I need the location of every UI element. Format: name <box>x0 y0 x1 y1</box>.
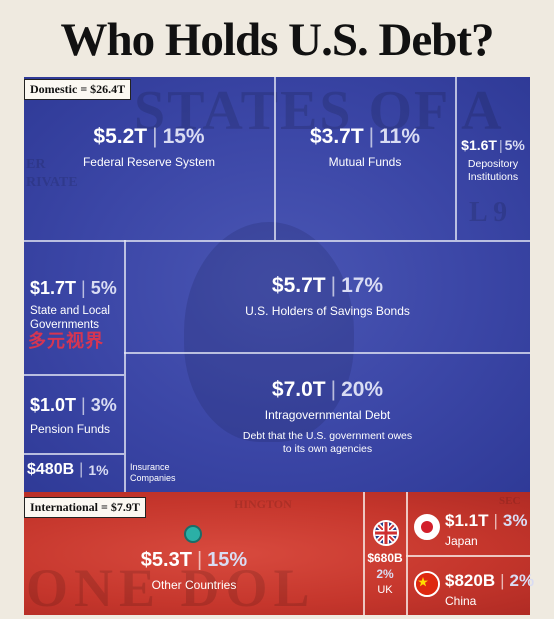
cell-federal-reserve: $5.2T | 15% Federal Reserve System <box>24 125 274 169</box>
divider-japan-china <box>406 555 530 557</box>
insurance-label: Insurance Companies <box>130 462 176 483</box>
japan-flag-icon <box>414 514 440 540</box>
category-label: Intragovernmental Debt <box>264 408 391 422</box>
divider-state-pension <box>24 374 124 376</box>
value-label: $1.7T <box>30 278 77 298</box>
divider-uk-japan <box>406 492 408 615</box>
value-label: $1.1T <box>445 511 489 530</box>
value-label: $480B <box>27 461 75 478</box>
cell-state-local: $1.7T | 5% State and Local Governments <box>30 278 124 333</box>
pct-label: 20% <box>341 378 384 401</box>
domestic-total-tag: Domestic = $26.4T <box>24 79 132 100</box>
portrait-silhouette <box>184 222 354 442</box>
category-label: Other Countries <box>151 578 237 592</box>
globe-icon <box>184 525 202 543</box>
watermark: 多元视界 <box>28 331 104 351</box>
value-label: $7.0T <box>271 378 326 401</box>
pct-label: 15% <box>162 125 205 148</box>
china-flag-graphic <box>416 573 438 595</box>
cell-insurance: $480B | 1% <box>27 461 109 478</box>
pct-label: 1% <box>88 462 109 478</box>
category-label: Japan <box>445 534 478 548</box>
category-label: State and Local Governments <box>30 305 110 331</box>
divider-row1 <box>24 240 530 242</box>
cell-uk: $680B 2% UK <box>364 551 406 597</box>
value-label: $5.2T <box>93 125 148 148</box>
divider-pension-insurance <box>24 453 124 455</box>
pct-label: 5% <box>504 137 525 153</box>
pct-label: 17% <box>341 274 384 297</box>
category-label: Federal Reserve System <box>82 155 216 169</box>
cell-intragovernmental: $7.0T | 20% Intragovernmental Debt Debt th… <box>125 378 530 456</box>
pct-label: 3% <box>90 395 117 415</box>
value-label: $680B <box>367 551 403 565</box>
cell-other-countries: $5.3T | 15% Other Countries <box>104 549 284 592</box>
category-label: UK <box>377 583 393 596</box>
divider-other-uk <box>363 492 365 615</box>
cell-china: $820B | 2% China <box>445 571 535 608</box>
category-note: Debt that the U.S. government owes to it… <box>242 430 413 455</box>
value-label: $820B <box>445 571 496 590</box>
pct-label: 11% <box>379 125 421 148</box>
japan-flag-graphic <box>416 516 438 538</box>
category-label: Mutual Funds <box>328 155 402 169</box>
value-label: $5.3T <box>140 549 192 571</box>
china-flag-icon <box>414 571 440 597</box>
category-label: U.S. Holders of Savings Bonds <box>245 304 410 318</box>
cell-mutual-funds: $3.7T | 11% Mutual Funds <box>275 125 455 169</box>
treemap-dividers <box>24 77 530 615</box>
pct-label: 15% <box>207 549 248 571</box>
cell-depository: $1.6T | 5% Depository Institutions <box>456 137 530 183</box>
value-label: $3.7T <box>309 125 364 148</box>
pct-label: 2% <box>376 567 394 582</box>
value-label: $5.7T <box>271 274 326 297</box>
divider-fed-mutual <box>274 77 276 240</box>
domestic-area <box>24 77 530 492</box>
divider-left-column <box>124 240 126 492</box>
value-label: $1.0T <box>30 395 77 415</box>
cell-pension-funds: $1.0T | 3% Pension Funds <box>30 395 124 436</box>
debt-treemap: STATES OF A ER RIVATE L 9 ONE DOL HINGTO… <box>24 77 535 618</box>
cell-savings-bonds: $5.7T | 17% U.S. Holders of Savings Bonds <box>125 274 530 318</box>
pct-label: 5% <box>90 278 117 298</box>
international-total-tag: International = $7.9T <box>24 497 146 518</box>
category-label: Pension Funds <box>30 422 111 436</box>
divider-savings-intra <box>124 352 530 354</box>
pct-label: 3% <box>502 511 528 530</box>
pct-label: 2% <box>509 571 535 590</box>
category-label: Depository Institutions <box>467 158 519 183</box>
page-title: Who Holds U.S. Debt? <box>60 14 494 66</box>
value-label: $1.6T <box>461 137 497 153</box>
divider-mutual-depository <box>455 77 457 240</box>
uk-flag-icon <box>373 520 399 546</box>
cell-japan: $1.1T | 3% Japan <box>445 511 530 548</box>
category-label: China <box>445 594 477 608</box>
